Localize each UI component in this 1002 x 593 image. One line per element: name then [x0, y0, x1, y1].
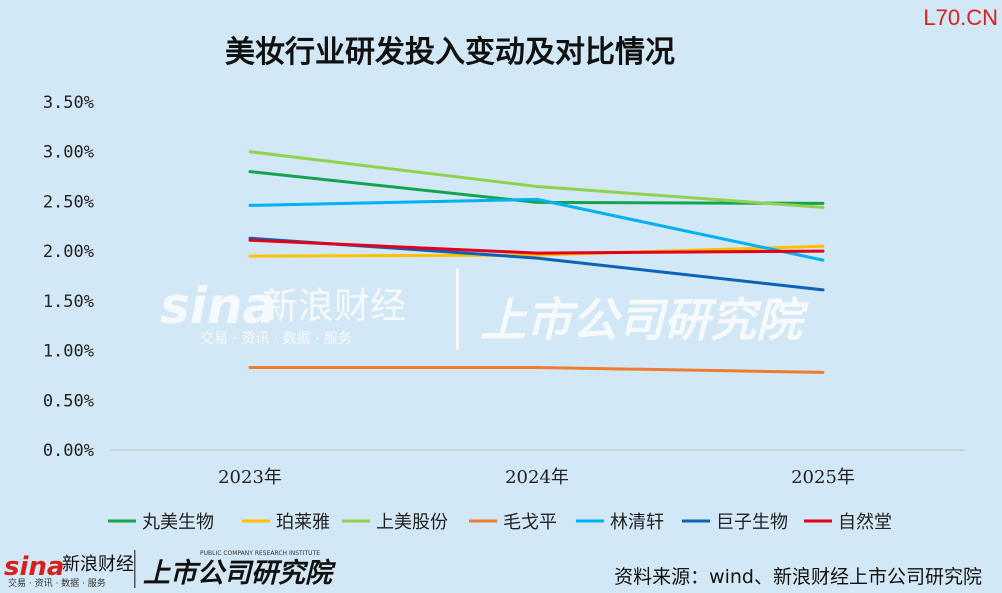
y-tick-label: 1.00% — [43, 342, 94, 362]
series-line-1 — [248, 170, 825, 205]
footer-divider — [134, 550, 136, 588]
x-tick-label: 2023年 — [218, 467, 282, 488]
y-tick-label: 1.50% — [43, 292, 94, 312]
legend-label: 自然堂 — [838, 512, 892, 533]
footer-brand-tagline: 交易 · 资讯 · 数据 · 服务 — [8, 577, 106, 589]
footer-sina-logo: sina — [4, 552, 64, 582]
legend-label: 巨子生物 — [716, 512, 788, 533]
watermark-institute: 上市公司研究院 — [480, 293, 809, 347]
footer-logo: sina 新浪财经 交易 · 资讯 · 数据 · 服务 上市公司研究院 PUBL… — [4, 550, 337, 589]
series-line-7 — [248, 238, 825, 255]
legend-label: 珀莱雅 — [276, 512, 330, 533]
series-line-5 — [248, 197, 825, 262]
y-tick-label: 3.00% — [43, 143, 94, 163]
watermark-brand-name: 新浪财经 — [262, 286, 406, 327]
watermark-divider — [456, 268, 459, 350]
footer-brand-name: 新浪财经 — [62, 554, 134, 575]
footer-institute: 上市公司研究院 — [143, 558, 337, 589]
watermark-brand-tagline: 交易 · 资讯 · 数据 · 服务 — [200, 330, 352, 347]
series-line-2 — [248, 244, 825, 258]
x-tick-label: 2024年 — [505, 467, 569, 488]
x-tick-label: 2025年 — [791, 467, 855, 488]
watermark: sina 新浪财经 交易 · 资讯 · 数据 · 服务 上市公司研究院 — [160, 268, 809, 350]
plot-area — [248, 150, 825, 374]
y-tick-label: 2.00% — [43, 242, 94, 262]
y-tick-label: 2.50% — [43, 192, 94, 212]
source-note: 资料来源：wind、新浪财经上市公司研究院 — [614, 566, 982, 588]
y-tick-label: 0.00% — [43, 441, 94, 461]
legend-label: 林清轩 — [610, 512, 664, 533]
legend-label: 毛戈平 — [503, 512, 557, 533]
series-line-4 — [248, 366, 825, 374]
chart-title: 美妆行业研发投入变动及对比情况 — [225, 35, 675, 70]
y-axis: 0.00% 0.50% 1.00% 1.50% 2.00% 2.50% 3.00% 3.50% — [43, 93, 94, 461]
y-tick-label: 0.50% — [43, 391, 94, 411]
series-line-6 — [248, 236, 825, 292]
x-axis: 2023年 2024年 2025年 — [218, 467, 855, 488]
watermark-sina-logo: sina — [160, 277, 276, 335]
legend: 丸美生物 珀莱雅 上美股份 毛戈平 林清轩 巨子生物 自然堂 — [108, 512, 892, 533]
legend-label: 上美股份 — [376, 512, 448, 533]
footer-institute-en: PUBLIC COMPANY RESEARCH INSTITUTE — [200, 550, 320, 557]
corner-mark: L70.CN — [923, 5, 998, 30]
legend-label: 丸美生物 — [142, 512, 214, 533]
y-tick-label: 3.50% — [43, 93, 94, 113]
series-line-3 — [248, 150, 825, 209]
